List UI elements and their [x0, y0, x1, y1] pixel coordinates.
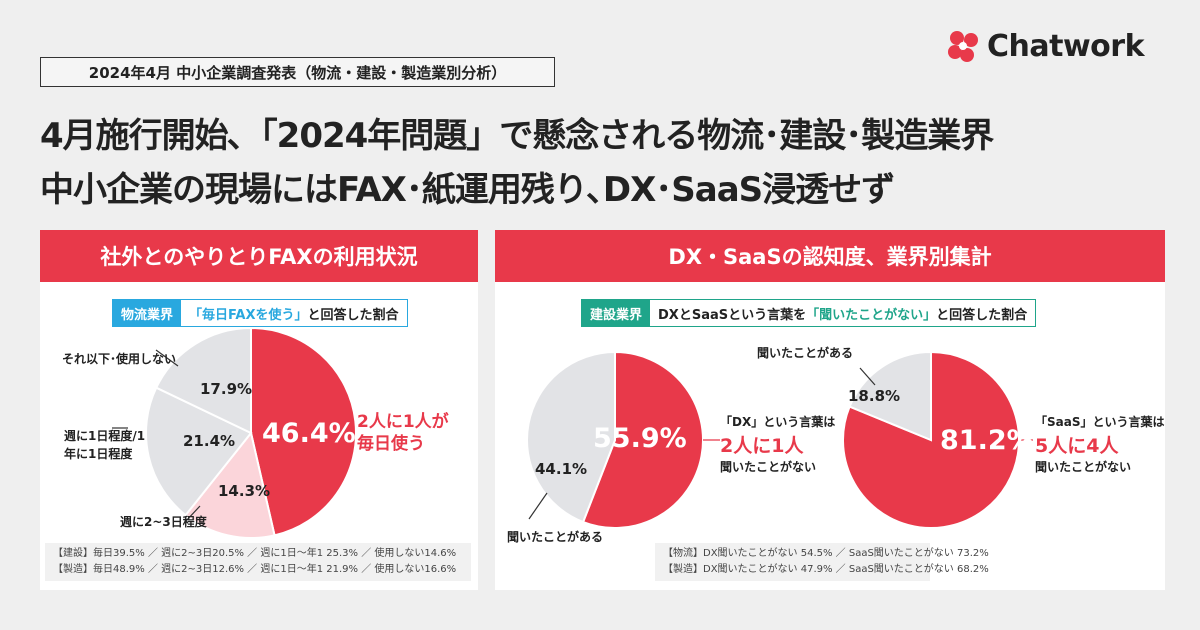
- label-2-3-days: 週に2~3日程度: [120, 515, 207, 529]
- industry-badge: 物流業界: [113, 300, 182, 326]
- dx-pct-heard: 44.1%: [535, 460, 588, 478]
- fax-subtitle: 物流業界 「毎日FAXを使う」 と回答した割合: [112, 299, 408, 327]
- fax-usage-panel: 社外とのやりとりFAXの利用状況 物流業界 「毎日FAXを使う」 と回答した割合 …: [40, 230, 478, 590]
- label-none: それ以下･使用しない: [62, 352, 177, 366]
- saas-pie-slice-1: [848, 350, 932, 442]
- logo-text: Chatwork: [987, 28, 1145, 64]
- note-manufacturing: 【製造】DX聞いたことがない 47.9% ／ SaaS聞いたことがない 68.2…: [663, 564, 989, 575]
- fax-pie-chart: [112, 326, 357, 539]
- chatwork-logo: Chatwork: [945, 28, 1145, 64]
- fax-pie-slice-3: [154, 326, 252, 435]
- subtitle-rest: と回答した割合: [307, 307, 399, 323]
- subtitle-quote: 「聞いたことがない」: [806, 307, 937, 323]
- fax-pie-slice-0: [250, 326, 357, 537]
- callout-line-2: 毎日使う: [357, 434, 425, 455]
- label-weekly-yearly: 週に1日程度/1年に1日程度: [64, 429, 146, 461]
- industry-badge: 建設業界: [582, 300, 651, 326]
- leader-line: [184, 505, 201, 523]
- dx-pie-slice-1: [526, 350, 616, 524]
- dx-saas-panel: DX・SaaSの認知度、業界別集計 建設業界 DXとSaaSという言葉を 「聞いた…: [495, 230, 1165, 590]
- fax-pie-slice-1: [184, 430, 276, 539]
- fax-panel-heading: 社外とのやりとりFAXの利用状況: [40, 230, 478, 282]
- subtitle-pre: DXとSaaSという言葉を: [658, 307, 807, 323]
- saas-callout-1: 「SaaS」という言葉は: [1035, 415, 1165, 429]
- leader-line: [528, 492, 548, 520]
- subtitle-rest: と回答した割合: [936, 307, 1028, 323]
- saas-pct-heard: 18.8%: [848, 387, 901, 405]
- leader-line: [859, 367, 876, 386]
- dx-callout-3: 聞いたことがない: [720, 460, 817, 474]
- leader-line: [155, 349, 179, 367]
- saas-callout-2: 5人に4人: [1035, 435, 1119, 457]
- note-logistics: 【物流】DX聞いたことがない 54.5% ／ SaaS聞いたことがない 73.2…: [663, 548, 989, 559]
- fax-pie-slice-2: [145, 386, 253, 517]
- saas-callout-3: 聞いたことがない: [1035, 460, 1132, 474]
- headline-line-2: 中小企業の現場にはFAX･紙運用残り､DX･SaaS浸透せず: [40, 170, 895, 210]
- note-manufacturing: 【製造】毎日48.9% ／ 週に2~3日12.6% ／ 週に1日～年1 21.9…: [53, 564, 457, 575]
- dx-callout-1: 「DX」という言葉は: [720, 415, 836, 429]
- dx-notes: 【物流】DX聞いたことがない 54.5% ／ SaaS聞いたことがない 73.2…: [655, 543, 989, 581]
- pct-weekly: 21.4%: [183, 432, 236, 450]
- pct-daily: 46.4%: [262, 418, 356, 449]
- dx-callout: 「DX」という言葉は 2人に1人 聞いたことがない: [720, 413, 835, 476]
- dx-pie-slice-0: [581, 350, 704, 529]
- dx-panel-heading: DX・SaaSの認知度、業界別集計: [495, 230, 1165, 282]
- callout-line-1: 2人に1人が: [357, 412, 449, 432]
- dx-saas-pie-charts: [526, 350, 1033, 529]
- fax-notes: 【建設】毎日39.5% ／ 週に2~3日20.5% ／ 週に1日～年1 25.3…: [45, 543, 471, 581]
- fax-callout: 2人に1人が 毎日使う: [357, 411, 449, 455]
- subtitle-quote: 「毎日FAXを使う」: [189, 307, 308, 323]
- saas-callout: 「SaaS」という言葉は 5人に4人 聞いたことがない: [1035, 413, 1164, 476]
- saas-label-heard: 聞いたことがある: [757, 346, 854, 360]
- chatwork-logo-icon: [948, 31, 978, 62]
- dx-label-heard: 聞いたことがある: [507, 530, 604, 544]
- survey-tag: 2024年4月 中小企業調査発表（物流・建設・製造業別分析）: [40, 57, 555, 87]
- dx-subtitle: 建設業界 DXとSaaSという言葉を 「聞いたことがない」 と回答した割合: [581, 299, 1037, 327]
- note-construction: 【建設】毎日39.5% ／ 週に2~3日20.5% ／ 週に1日～年1 25.3…: [53, 548, 457, 559]
- dx-callout-2: 2人に1人: [720, 435, 804, 457]
- saas-pct-not-heard: 81.2%: [940, 425, 1034, 456]
- pct-none: 17.9%: [200, 380, 253, 398]
- pct-2-3: 14.3%: [218, 482, 271, 500]
- dx-pct-not-heard: 55.9%: [593, 423, 687, 454]
- headline-line-1: 4月施行開始､「2024年問題」で懸念される物流･建設･製造業界: [40, 116, 994, 156]
